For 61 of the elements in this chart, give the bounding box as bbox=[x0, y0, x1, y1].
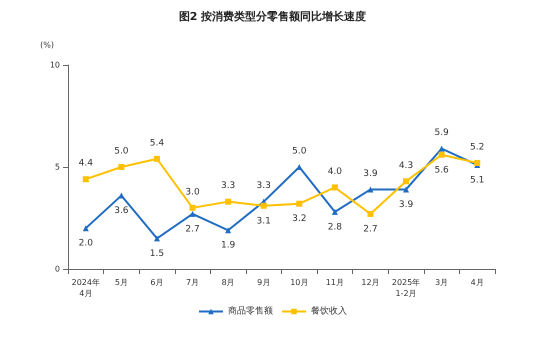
point bbox=[438, 152, 445, 158]
point bbox=[225, 227, 232, 234]
x-tick-label: 9月 bbox=[257, 278, 270, 287]
point bbox=[225, 198, 232, 205]
point bbox=[82, 225, 89, 232]
x-tick-label: 12月 bbox=[361, 278, 380, 287]
x-tick-label: 8月 bbox=[222, 278, 235, 287]
point bbox=[82, 176, 89, 182]
x-tick-label: 2024年 4月 bbox=[72, 278, 100, 298]
x-tick-label: 3月 bbox=[435, 278, 448, 287]
x-tick-label: 7月 bbox=[186, 278, 200, 287]
data-label: 3.3 bbox=[220, 181, 236, 192]
point bbox=[190, 204, 196, 211]
data-label: 1.5 bbox=[150, 248, 164, 259]
data-label: 5.4 bbox=[150, 138, 164, 148]
data-label: 3.9 bbox=[398, 200, 414, 210]
data-label: 3.1 bbox=[256, 216, 271, 226]
point bbox=[154, 156, 160, 162]
chart-title: 图2 按消费类型分零售额同比增长速度 bbox=[178, 10, 366, 23]
x-tick-label: 6月 bbox=[150, 278, 164, 287]
data-label: 2.7 bbox=[185, 224, 200, 234]
x-tick-label: 4月 bbox=[470, 278, 484, 287]
y-tick-label: 5 bbox=[54, 162, 60, 172]
legend-label: 商品零售额 bbox=[228, 306, 273, 316]
data-label: 3.3 bbox=[256, 181, 271, 192]
x-tick-label: 11月 bbox=[326, 278, 344, 287]
point bbox=[403, 186, 410, 192]
data-label: 5.9 bbox=[434, 128, 450, 138]
data-label: 5.2 bbox=[470, 142, 484, 152]
data-label: 2.7 bbox=[363, 224, 378, 234]
point bbox=[260, 202, 267, 209]
point bbox=[118, 164, 124, 170]
point bbox=[332, 208, 338, 215]
legend-label: 餐饮收入 bbox=[311, 306, 347, 316]
data-label: 4.0 bbox=[328, 166, 342, 177]
point bbox=[296, 200, 302, 207]
data-label: 3.9 bbox=[363, 168, 378, 179]
data-label: 4.3 bbox=[398, 160, 414, 171]
point bbox=[367, 186, 374, 192]
point bbox=[367, 210, 374, 217]
data-label: 3.2 bbox=[292, 214, 306, 224]
data-label: 3.6 bbox=[114, 206, 129, 216]
data-label: 5.0 bbox=[292, 146, 307, 156]
y-tick-label: 10 bbox=[50, 60, 60, 70]
point bbox=[190, 210, 196, 217]
data-label: 5.6 bbox=[434, 165, 450, 176]
data-label: 2.0 bbox=[78, 238, 94, 249]
x-tick-label: 2025年 1-2月 bbox=[392, 278, 420, 298]
data-label: 5.1 bbox=[470, 175, 484, 186]
y-tick-label: 0 bbox=[54, 264, 60, 274]
point bbox=[154, 235, 160, 242]
x-tick-label: 10月 bbox=[290, 278, 308, 287]
data-label: 4.4 bbox=[78, 158, 94, 169]
data-label: 3.0 bbox=[185, 187, 200, 198]
point bbox=[332, 184, 338, 190]
data-label: 1.9 bbox=[220, 240, 236, 251]
point bbox=[403, 178, 410, 184]
y-axis-title: (%) bbox=[40, 40, 54, 50]
x-tick-label: 5月 bbox=[114, 278, 128, 287]
data-label: 5.0 bbox=[114, 146, 129, 156]
data-label: 2.8 bbox=[328, 222, 342, 232]
